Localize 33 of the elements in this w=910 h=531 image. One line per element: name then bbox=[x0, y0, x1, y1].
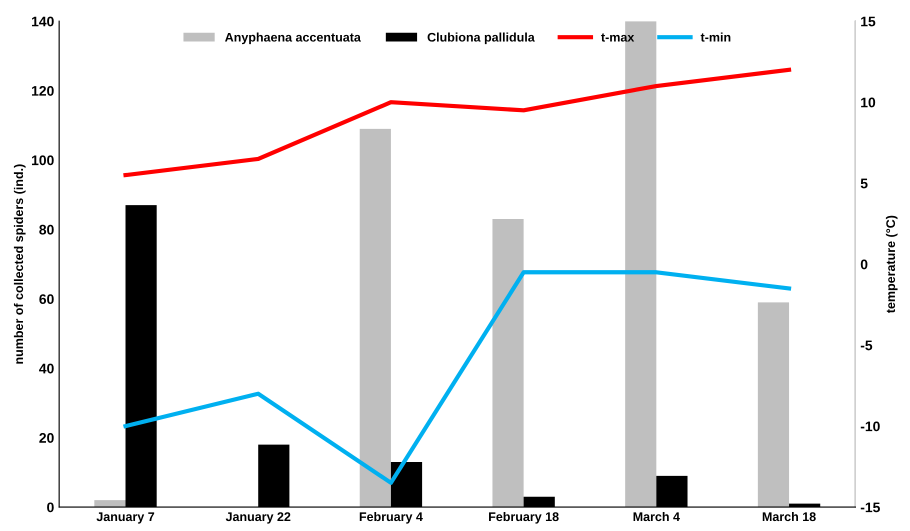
y-tick-label: 100 bbox=[32, 155, 54, 166]
legend-label: t-max bbox=[601, 33, 634, 42]
x-tick-label: February 4 bbox=[360, 512, 423, 524]
x-tick-label: March 18 bbox=[762, 512, 816, 522]
y2-tick-label: 5 bbox=[860, 178, 868, 188]
x-tick-label: January 22 bbox=[226, 512, 290, 524]
y2-tick-label: -15 bbox=[860, 502, 880, 512]
legend-label: t-min bbox=[700, 32, 730, 42]
y2-tick-label: -10 bbox=[860, 421, 880, 432]
bar bbox=[360, 128, 391, 508]
bar bbox=[94, 500, 126, 508]
y-tick-label: 60 bbox=[39, 294, 54, 304]
y-axis-title: number of collected spiders (ind.) bbox=[14, 164, 26, 364]
y2-tick-label: -5 bbox=[860, 340, 872, 350]
y2-tick-label: 10 bbox=[861, 98, 876, 108]
y2-axis-title: temperature (°C) bbox=[886, 216, 898, 314]
y2-tick-label: 0 bbox=[860, 260, 868, 270]
x-tick-label: March 4 bbox=[634, 512, 680, 522]
y-tick-label: 120 bbox=[32, 86, 54, 96]
y-tick-label: 80 bbox=[39, 224, 54, 235]
legend-label: Anyphaena accentuata bbox=[225, 32, 361, 44]
line-series bbox=[123, 270, 792, 485]
y-tick-label: 140 bbox=[32, 16, 54, 26]
y-tick-label: 20 bbox=[39, 433, 54, 443]
legend-label: Clubiona pallidula bbox=[428, 32, 535, 44]
y-tick-label: 40 bbox=[39, 364, 54, 374]
y2-tick-label: 15 bbox=[861, 16, 876, 26]
y-tick-label: 0 bbox=[47, 502, 54, 512]
line-series bbox=[123, 68, 792, 178]
x-tick-label: February 18 bbox=[489, 512, 559, 524]
bar bbox=[492, 219, 524, 508]
x-tick-label: January 7 bbox=[96, 512, 154, 524]
bar bbox=[758, 302, 790, 508]
